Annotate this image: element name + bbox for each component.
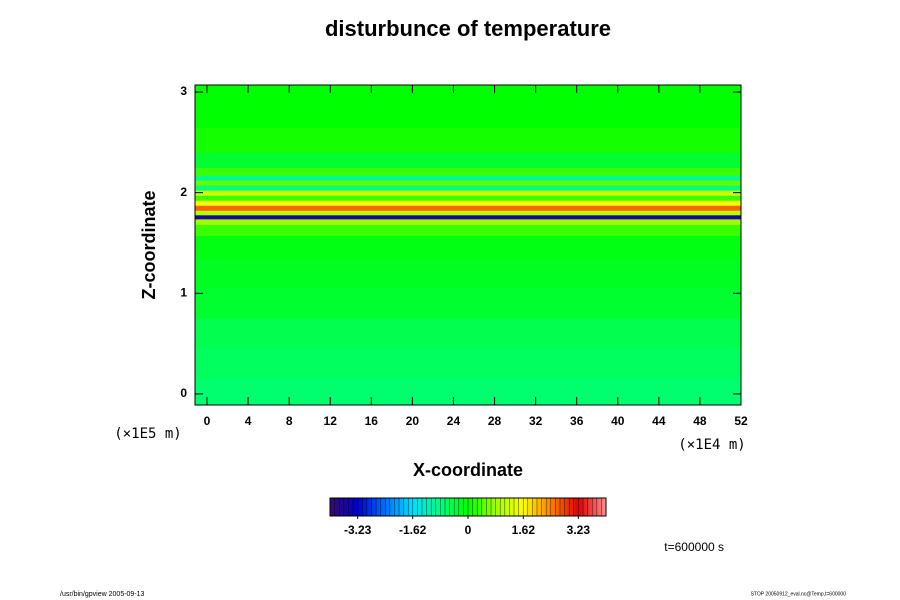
field-band	[195, 224, 741, 236]
x-tick-label: 4	[245, 414, 252, 428]
chart-title: disturbunce of temperature	[325, 16, 611, 41]
field-band	[195, 235, 741, 259]
x-unit: (×1E4 m)	[678, 437, 745, 453]
x-tick-label: 44	[652, 414, 666, 428]
colorbar-tick-label: 3.23	[567, 523, 591, 537]
colorbar-tick-label: -1.62	[399, 523, 427, 537]
footer-left: /usr/bin/gpview 2005-09-13	[60, 591, 145, 598]
field-band	[195, 167, 741, 176]
field-band	[195, 288, 741, 319]
field-band	[195, 205, 741, 211]
x-tick-label: 12	[324, 414, 338, 428]
x-tick-label: 36	[570, 414, 584, 428]
colorbar-tick-label: -3.23	[344, 523, 372, 537]
field-band	[195, 318, 741, 350]
field-band	[195, 190, 741, 196]
x-tick-label: 32	[529, 414, 543, 428]
y-tick-label: 1	[180, 285, 187, 299]
field-band	[195, 152, 741, 169]
y-tick-label: 2	[180, 185, 187, 199]
field-band	[195, 200, 741, 206]
field-band	[195, 127, 741, 153]
y-unit: (×1E5 m)	[114, 426, 181, 442]
field-band	[195, 85, 741, 101]
colorbar-tick-label: 1.62	[512, 523, 536, 537]
field-band	[195, 348, 741, 380]
plot-frame	[194, 84, 742, 406]
x-tick-label: 20	[406, 414, 420, 428]
x-tick-label: 48	[693, 414, 707, 428]
field-band	[195, 99, 741, 128]
field-band	[195, 175, 741, 181]
time-label: t=600000 s	[664, 540, 724, 554]
y-tick-label: 0	[180, 386, 187, 400]
footer-right: STOP 20050912_eval.nc@Temp,t=600000	[751, 591, 847, 597]
field-band	[195, 185, 741, 191]
field-band	[195, 258, 741, 289]
field-band	[195, 195, 741, 201]
colorbar-tick-label: 0	[465, 523, 472, 537]
x-tick-label: 28	[488, 414, 502, 428]
x-axis-label: X-coordinate	[413, 460, 523, 480]
field-band	[195, 378, 741, 406]
x-tick-label: 24	[447, 414, 461, 428]
y-tick-label: 3	[180, 84, 187, 98]
field-band	[195, 214, 741, 220]
y-axis-label: Z-coordinate	[139, 190, 159, 299]
x-tick-label: 52	[734, 414, 748, 428]
x-tick-label: 0	[204, 414, 211, 428]
field-band	[195, 218, 741, 225]
field-band	[195, 210, 741, 216]
field-band	[195, 180, 741, 186]
x-tick-label: 40	[611, 414, 625, 428]
x-tick-label: 16	[365, 414, 379, 428]
x-tick-label: 8	[286, 414, 293, 428]
